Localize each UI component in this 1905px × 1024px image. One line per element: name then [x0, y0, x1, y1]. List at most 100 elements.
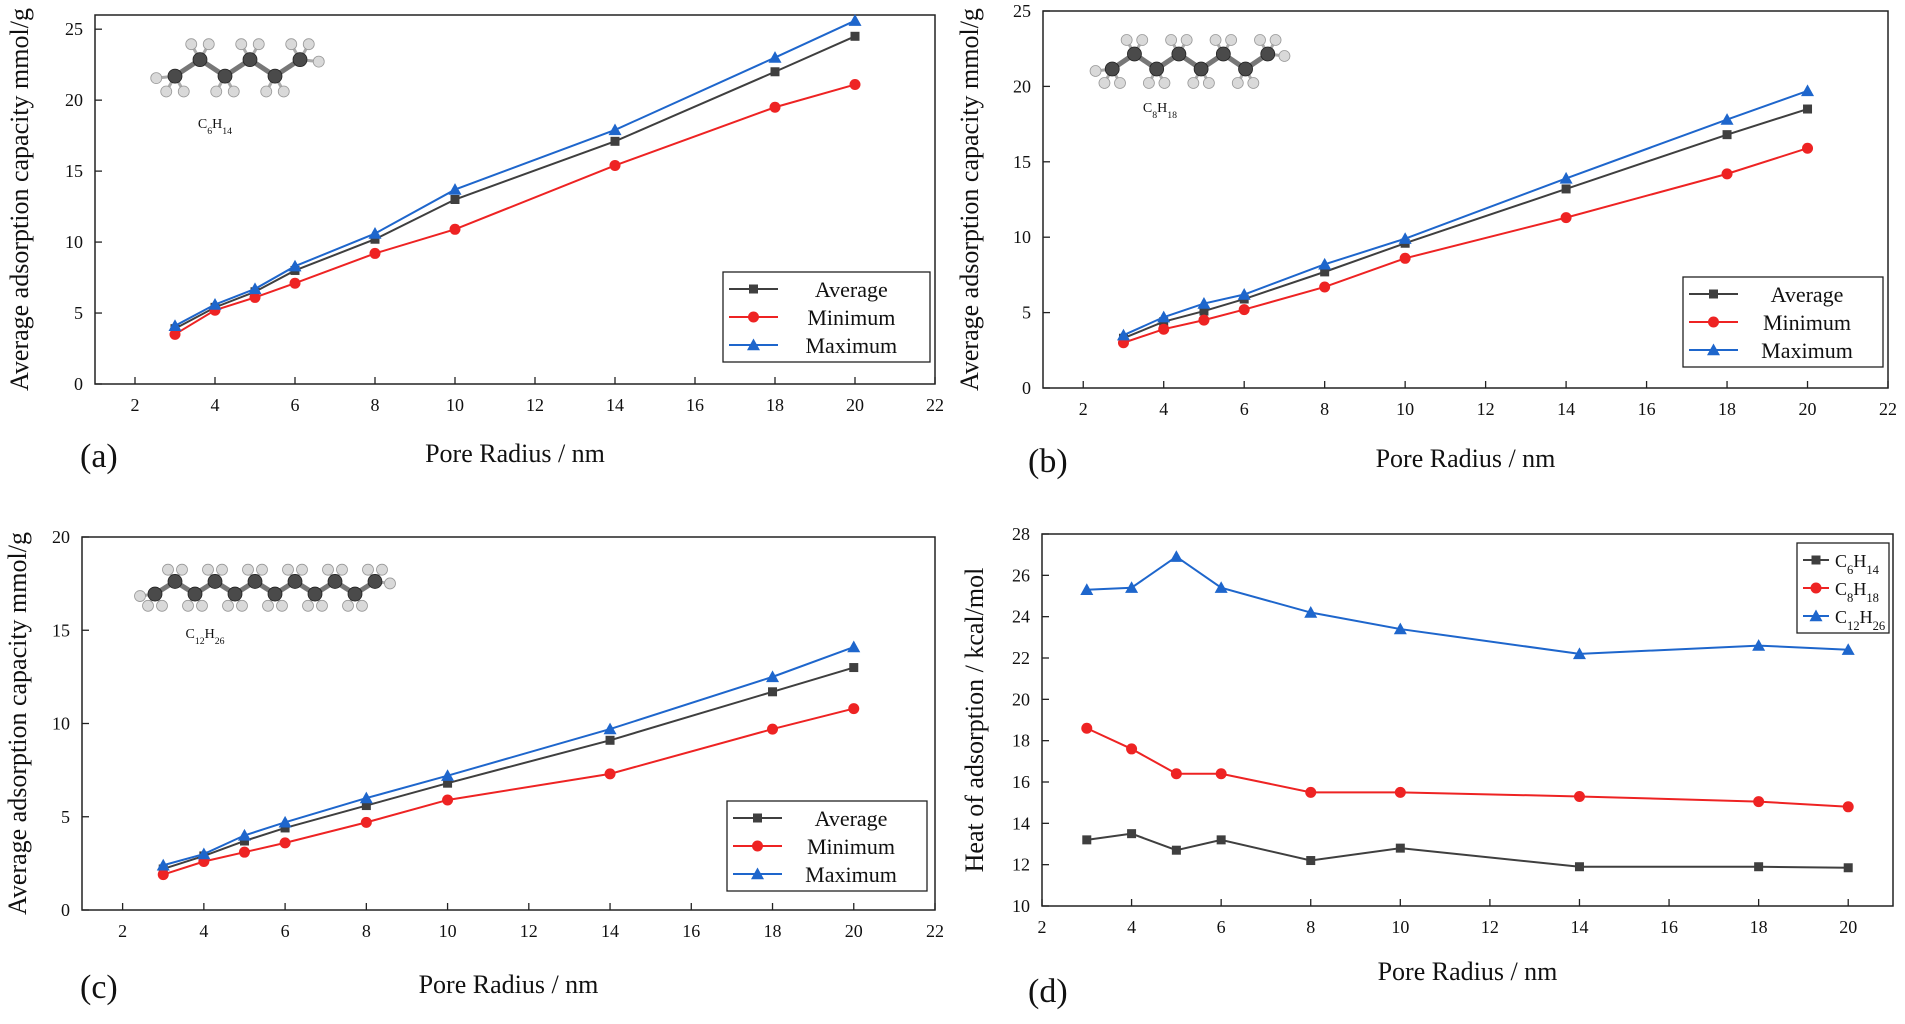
x-tick-label: 6 — [281, 921, 290, 941]
y-tick-label: 14 — [1012, 813, 1030, 833]
data-point — [1305, 786, 1317, 798]
formula-h-count: 26 — [215, 636, 225, 647]
legend-swatch-marker — [1810, 582, 1822, 594]
molecule-illustration — [150, 38, 325, 98]
formula-h-count: 14 — [1866, 563, 1879, 577]
y-tick-label: 20 — [1012, 689, 1030, 709]
data-point — [359, 791, 373, 804]
series-line — [1086, 555, 1849, 655]
hydrogen-atom — [1254, 34, 1266, 46]
data-point — [1319, 281, 1331, 293]
legend-swatch-marker — [1709, 289, 1718, 299]
data-point — [1803, 104, 1813, 114]
data-point — [442, 794, 454, 806]
data-point — [360, 816, 372, 828]
data-point — [1081, 722, 1093, 734]
hydrogen-atom — [1142, 77, 1155, 89]
data-point — [1573, 790, 1585, 802]
data-point — [1116, 328, 1130, 341]
hydrogen-atom — [150, 72, 163, 84]
data-point — [1561, 184, 1571, 194]
hydrogen-atom — [356, 599, 368, 612]
y-tick-label: 26 — [1012, 565, 1030, 585]
x-axis-title: Pore Radius / nm — [1378, 957, 1558, 986]
plot-frame — [1042, 10, 1889, 389]
data-point — [849, 79, 861, 91]
molecule-illustration — [134, 563, 396, 612]
chart-panel-d: 2 4 6 8 10 12 14 16 18 2010121416182022242628Pore… — [960, 524, 1894, 1010]
data-point — [848, 14, 862, 26]
y-tick-label: 20 — [52, 527, 70, 547]
carbon-atom — [1149, 61, 1165, 77]
data-point — [1197, 297, 1211, 309]
data-point — [361, 801, 371, 811]
data-point — [1127, 829, 1137, 839]
formula-h: H — [205, 627, 215, 642]
data-point — [1399, 252, 1411, 264]
legend-entry-label: Minimum — [1763, 310, 1851, 335]
hydrogen-atom — [336, 563, 348, 576]
data-point — [449, 223, 461, 235]
y-axis-title: Average adsorption capacity mmol/g — [5, 8, 34, 391]
hydrogen-atom — [242, 563, 254, 576]
carbon-atom — [307, 586, 323, 602]
x-tick-label: 4 — [1127, 917, 1136, 937]
x-tick-label: 18 — [766, 395, 784, 415]
carbon-atom — [287, 574, 303, 589]
data-point — [1306, 856, 1316, 866]
x-tick-label: 18 — [1718, 399, 1736, 419]
hydrogen-atom — [196, 599, 208, 612]
data-point — [610, 136, 620, 146]
series-maximum — [1116, 84, 1815, 341]
data-point — [289, 277, 301, 289]
x-tick-label: 14 — [1557, 399, 1575, 419]
formula-h-count: 26 — [1873, 619, 1886, 633]
data-point — [1169, 550, 1183, 562]
legend-swatch-marker — [1811, 555, 1821, 565]
chart-panel-b: 2 4 6 8 10 12 14 16 18 20 22 0 5 10 15 20 25 Pore Radius … — [955, 1, 1897, 480]
formula-c: C — [1835, 579, 1847, 599]
x-tick-label: 22 — [1879, 399, 1897, 419]
formula-h: H — [212, 117, 222, 132]
series-c12h26 — [1080, 550, 1855, 660]
x-tick-label: 8 — [1306, 917, 1315, 937]
data-point — [1842, 801, 1854, 813]
y-tick-label: 25 — [65, 19, 83, 39]
hydrogen-atom — [1269, 34, 1282, 46]
x-tick-label: 22 — [926, 395, 944, 415]
carbon-atom — [207, 574, 223, 589]
legend-entry-label: Average — [815, 277, 888, 302]
data-point — [1158, 323, 1170, 335]
y-tick-label: 28 — [1012, 524, 1030, 544]
data-point — [603, 722, 617, 735]
y-tick-label: 12 — [1012, 855, 1030, 875]
series-line — [1086, 832, 1849, 869]
data-point — [767, 723, 779, 735]
data-point — [769, 101, 781, 113]
x-axis-title: Pore Radius / nm — [419, 970, 599, 999]
carbon-atom — [1215, 46, 1231, 62]
formula-c: C — [1835, 607, 1847, 627]
hydrogen-atom — [1225, 34, 1238, 46]
hydrogen-atom — [342, 599, 354, 612]
x-tick-label: 16 — [1638, 399, 1656, 419]
hydrogen-atom — [316, 599, 328, 612]
data-point — [1215, 768, 1227, 780]
molecule-formula-label: C8H18 — [1143, 101, 1177, 121]
y-tick-label: 5 — [74, 303, 83, 323]
hydrogen-atom — [1202, 77, 1215, 89]
data-point — [288, 259, 302, 272]
x-tick-label: 10 — [1391, 917, 1409, 937]
hydrogen-atom — [312, 55, 325, 68]
x-tick-label: 20 — [845, 921, 863, 941]
series-minimum — [157, 703, 860, 881]
data-point — [766, 670, 780, 683]
data-point — [1082, 835, 1092, 845]
hydrogen-atom — [222, 599, 234, 612]
data-point — [1574, 862, 1584, 872]
data-point — [1802, 142, 1814, 154]
hydrogen-atom — [252, 38, 265, 51]
data-point — [238, 846, 250, 858]
carbon-atom — [1238, 61, 1253, 77]
data-point — [443, 778, 453, 788]
